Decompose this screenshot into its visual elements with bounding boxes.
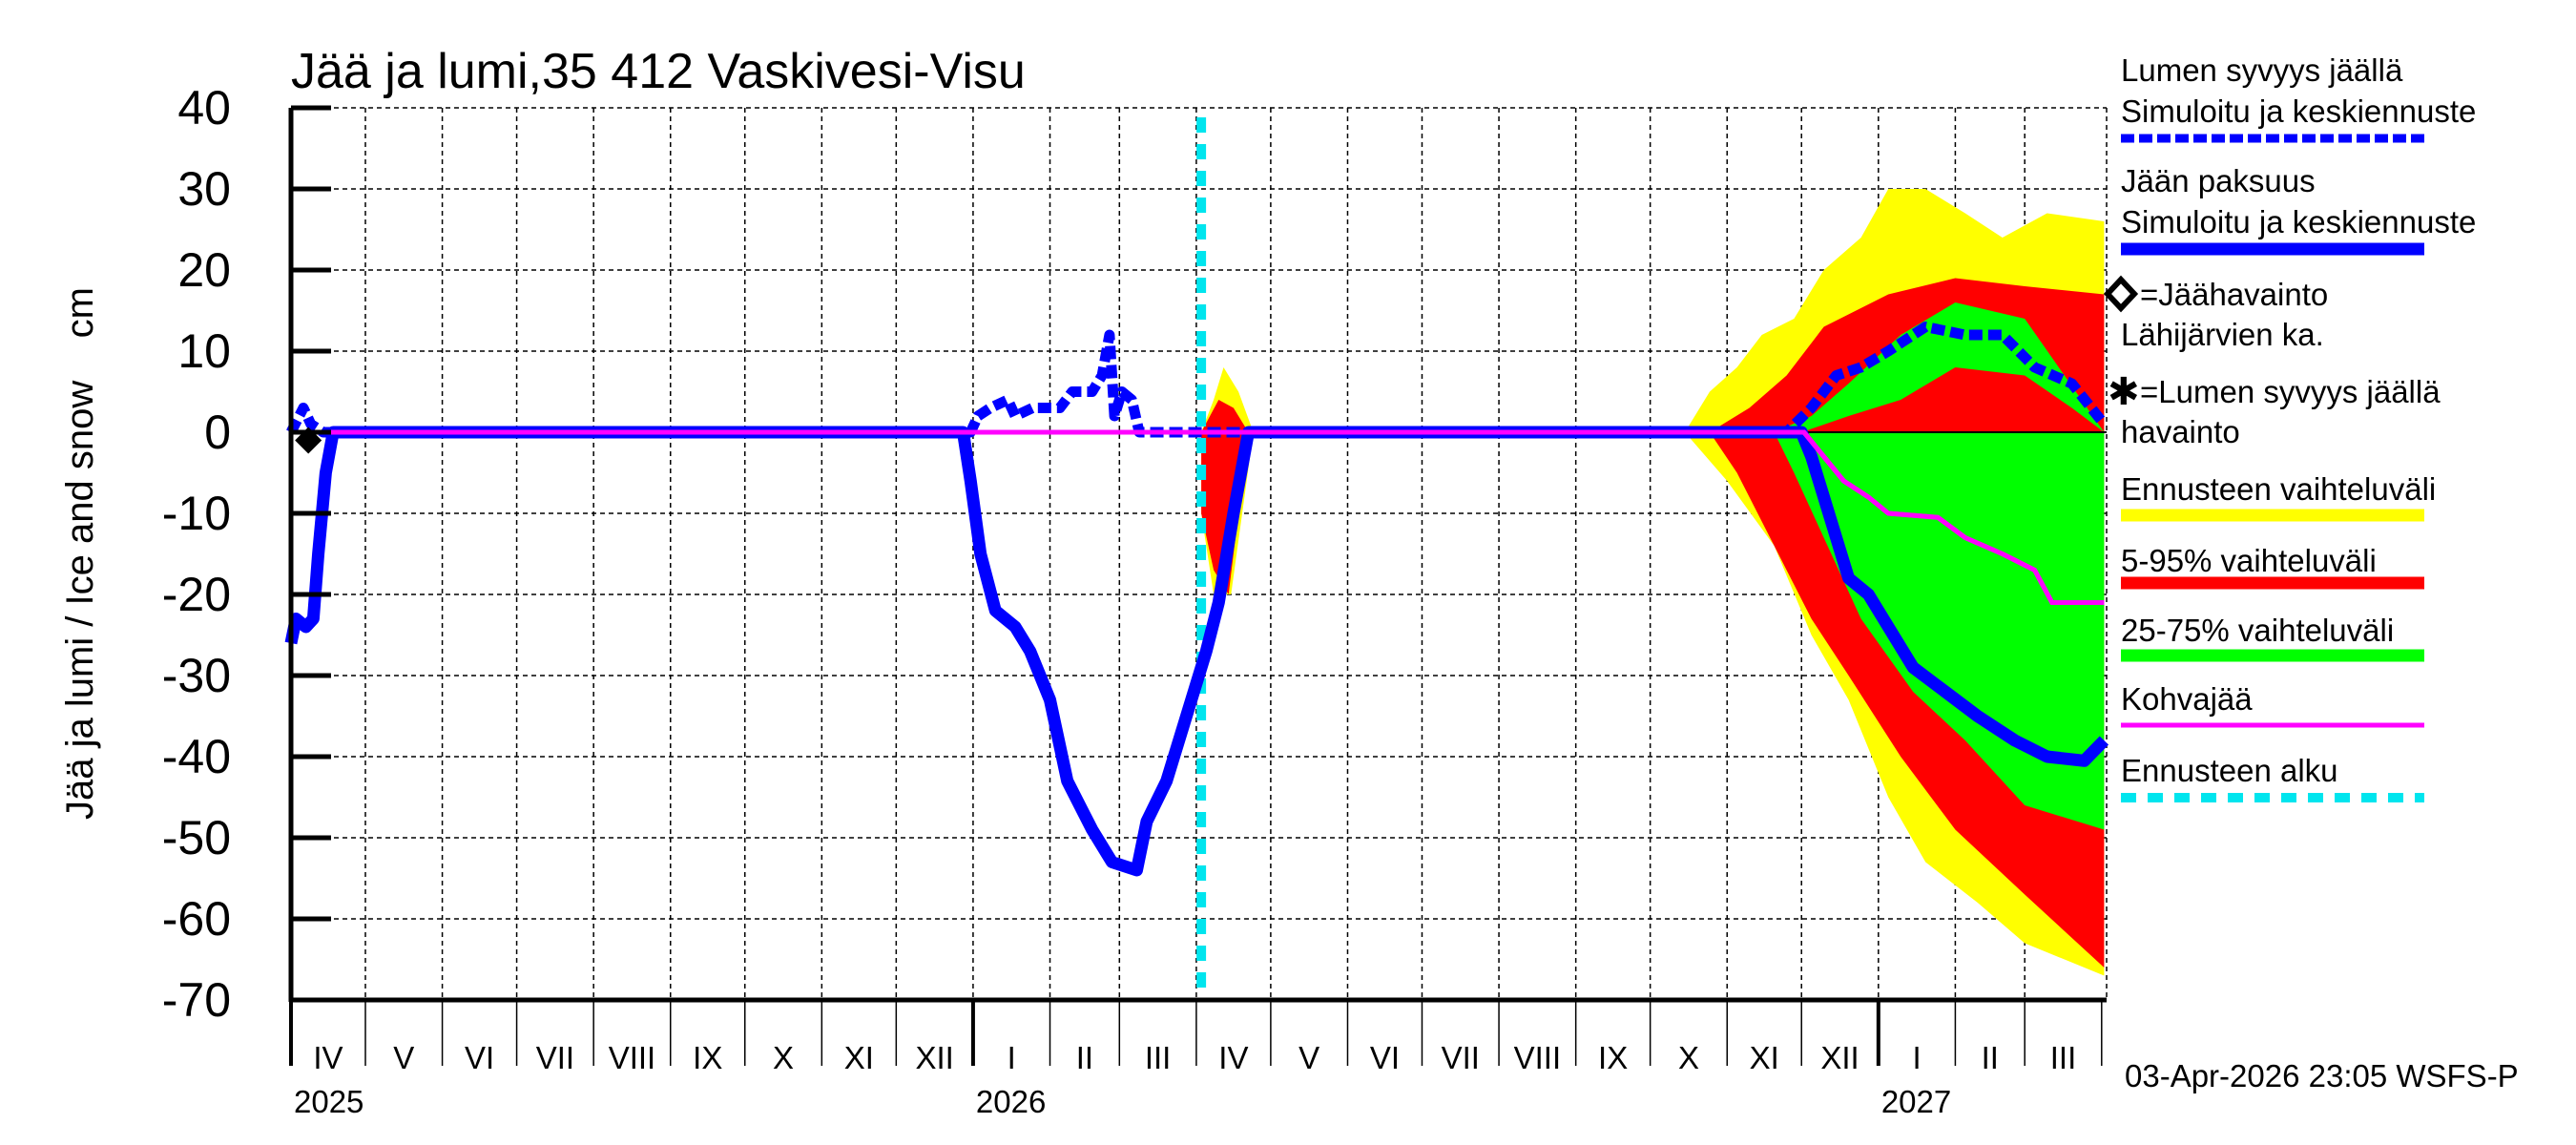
month-label: XI	[1750, 1040, 1779, 1075]
legend-label-2: Simuloitu ja keskiennuste	[2121, 204, 2476, 239]
legend-item: Jään paksuus Simuloitu ja keskiennuste	[2121, 163, 2476, 256]
month-label: XI	[844, 1040, 874, 1075]
asterisk-icon: ✱	[2108, 371, 2140, 413]
legend-label-2: Simuloitu ja keskiennuste	[2121, 94, 2476, 129]
legend-item: 25-75% vaihteluväli	[2121, 613, 2424, 662]
month-label: V	[393, 1040, 414, 1075]
legend: Lumen syvyys jäällä Simuloitu ja keskienn…	[2103, 52, 2476, 802]
legend-item: =Jäähavainto Lähijärvien ka.	[2103, 275, 2328, 352]
legend-item: Ennusteen vaihteluväli	[2121, 471, 2436, 522]
month-label: VI	[465, 1040, 494, 1075]
legend-label: 25-75% vaihteluväli	[2121, 613, 2394, 648]
month-label: X	[1678, 1040, 1699, 1075]
y-tick-label: -40	[162, 730, 231, 783]
month-label: VII	[536, 1040, 574, 1075]
legend-label: Kohvajää	[2121, 681, 2253, 717]
month-label: XII	[1820, 1040, 1859, 1075]
series-0	[286, 322, 2109, 438]
y-tick-labels: 40 30 20 10 0 -10 -20 -30 -40 -50 -60 -70	[162, 81, 231, 1027]
legend-item: Lumen syvyys jäällä Simuloitu ja keskienn…	[2121, 52, 2476, 143]
y-tick-label: -10	[162, 487, 231, 540]
month-label: II	[1982, 1040, 1999, 1075]
year-label: 2027	[1881, 1084, 1951, 1119]
month-label: VIII	[1514, 1040, 1562, 1075]
y-tick-label: -20	[162, 568, 231, 621]
legend-label: 5-95% vaihteluväli	[2121, 543, 2377, 578]
month-label: IV	[313, 1040, 343, 1075]
month-label: IX	[693, 1040, 722, 1075]
month-label: IV	[1218, 1040, 1248, 1075]
month-label: I	[1008, 1040, 1016, 1075]
legend-label: Ennusteen vaihteluväli	[2121, 471, 2436, 507]
y-tick-label: -50	[162, 811, 231, 864]
month-label: V	[1298, 1040, 1319, 1075]
chart-title: Jää ja lumi,35 412 Vaskivesi-Visu	[291, 44, 1026, 99]
y-tick-label: -30	[162, 649, 231, 702]
month-label: XII	[915, 1040, 953, 1075]
diamond-icon	[2103, 275, 2139, 313]
band-ff0000	[1801, 367, 2105, 432]
month-label: VIII	[609, 1040, 656, 1075]
y-axis-label: Jää ja lumi / Ice and snow cm	[59, 287, 101, 820]
legend-item: Ennusteen alku	[2121, 753, 2424, 802]
month-label: X	[773, 1040, 794, 1075]
y-tick-label: 0	[204, 406, 231, 459]
legend-label: Ennusteen alku	[2121, 753, 2338, 788]
y-tick-label: 20	[177, 243, 231, 297]
y-tick-label: -70	[162, 973, 231, 1027]
legend-label: =Jäähavainto	[2140, 277, 2328, 312]
data-series	[284, 322, 2109, 877]
legend-item: Kohvajää	[2121, 681, 2424, 728]
year-label: 2025	[294, 1084, 364, 1119]
footer-timestamp: 03-Apr-2026 23:05 WSFS-P	[2125, 1058, 2519, 1093]
month-label: II	[1076, 1040, 1093, 1075]
legend-label-2: havainto	[2121, 414, 2240, 449]
legend-item: ✱ =Lumen syvyys jäällä havainto	[2108, 371, 2441, 449]
axes	[288, 105, 2107, 1003]
kohvajaa-line	[291, 429, 2105, 605]
y-tick-label: -60	[162, 892, 231, 946]
month-label: III	[1145, 1040, 1172, 1075]
forecast-bands	[1196, 117, 2105, 1000]
month-label: I	[1913, 1040, 1922, 1075]
legend-label: =Lumen syvyys jäällä	[2140, 374, 2441, 409]
y-tick-label: 40	[177, 81, 231, 135]
y-tick-label: 10	[177, 324, 231, 378]
legend-item: 5-95% vaihteluväli	[2121, 543, 2424, 590]
y-tick-label: 30	[177, 162, 231, 216]
legend-label-2: Lähijärvien ka.	[2121, 317, 2324, 352]
month-label: III	[2050, 1040, 2077, 1075]
month-label: IX	[1598, 1040, 1628, 1075]
month-label: VII	[1442, 1040, 1480, 1075]
legend-label: Lumen syvyys jäällä	[2121, 52, 2403, 88]
year-label: 2026	[976, 1084, 1046, 1119]
legend-label: Jään paksuus	[2121, 163, 2316, 198]
band-00ff00	[1774, 302, 2105, 830]
month-label: VI	[1370, 1040, 1400, 1075]
